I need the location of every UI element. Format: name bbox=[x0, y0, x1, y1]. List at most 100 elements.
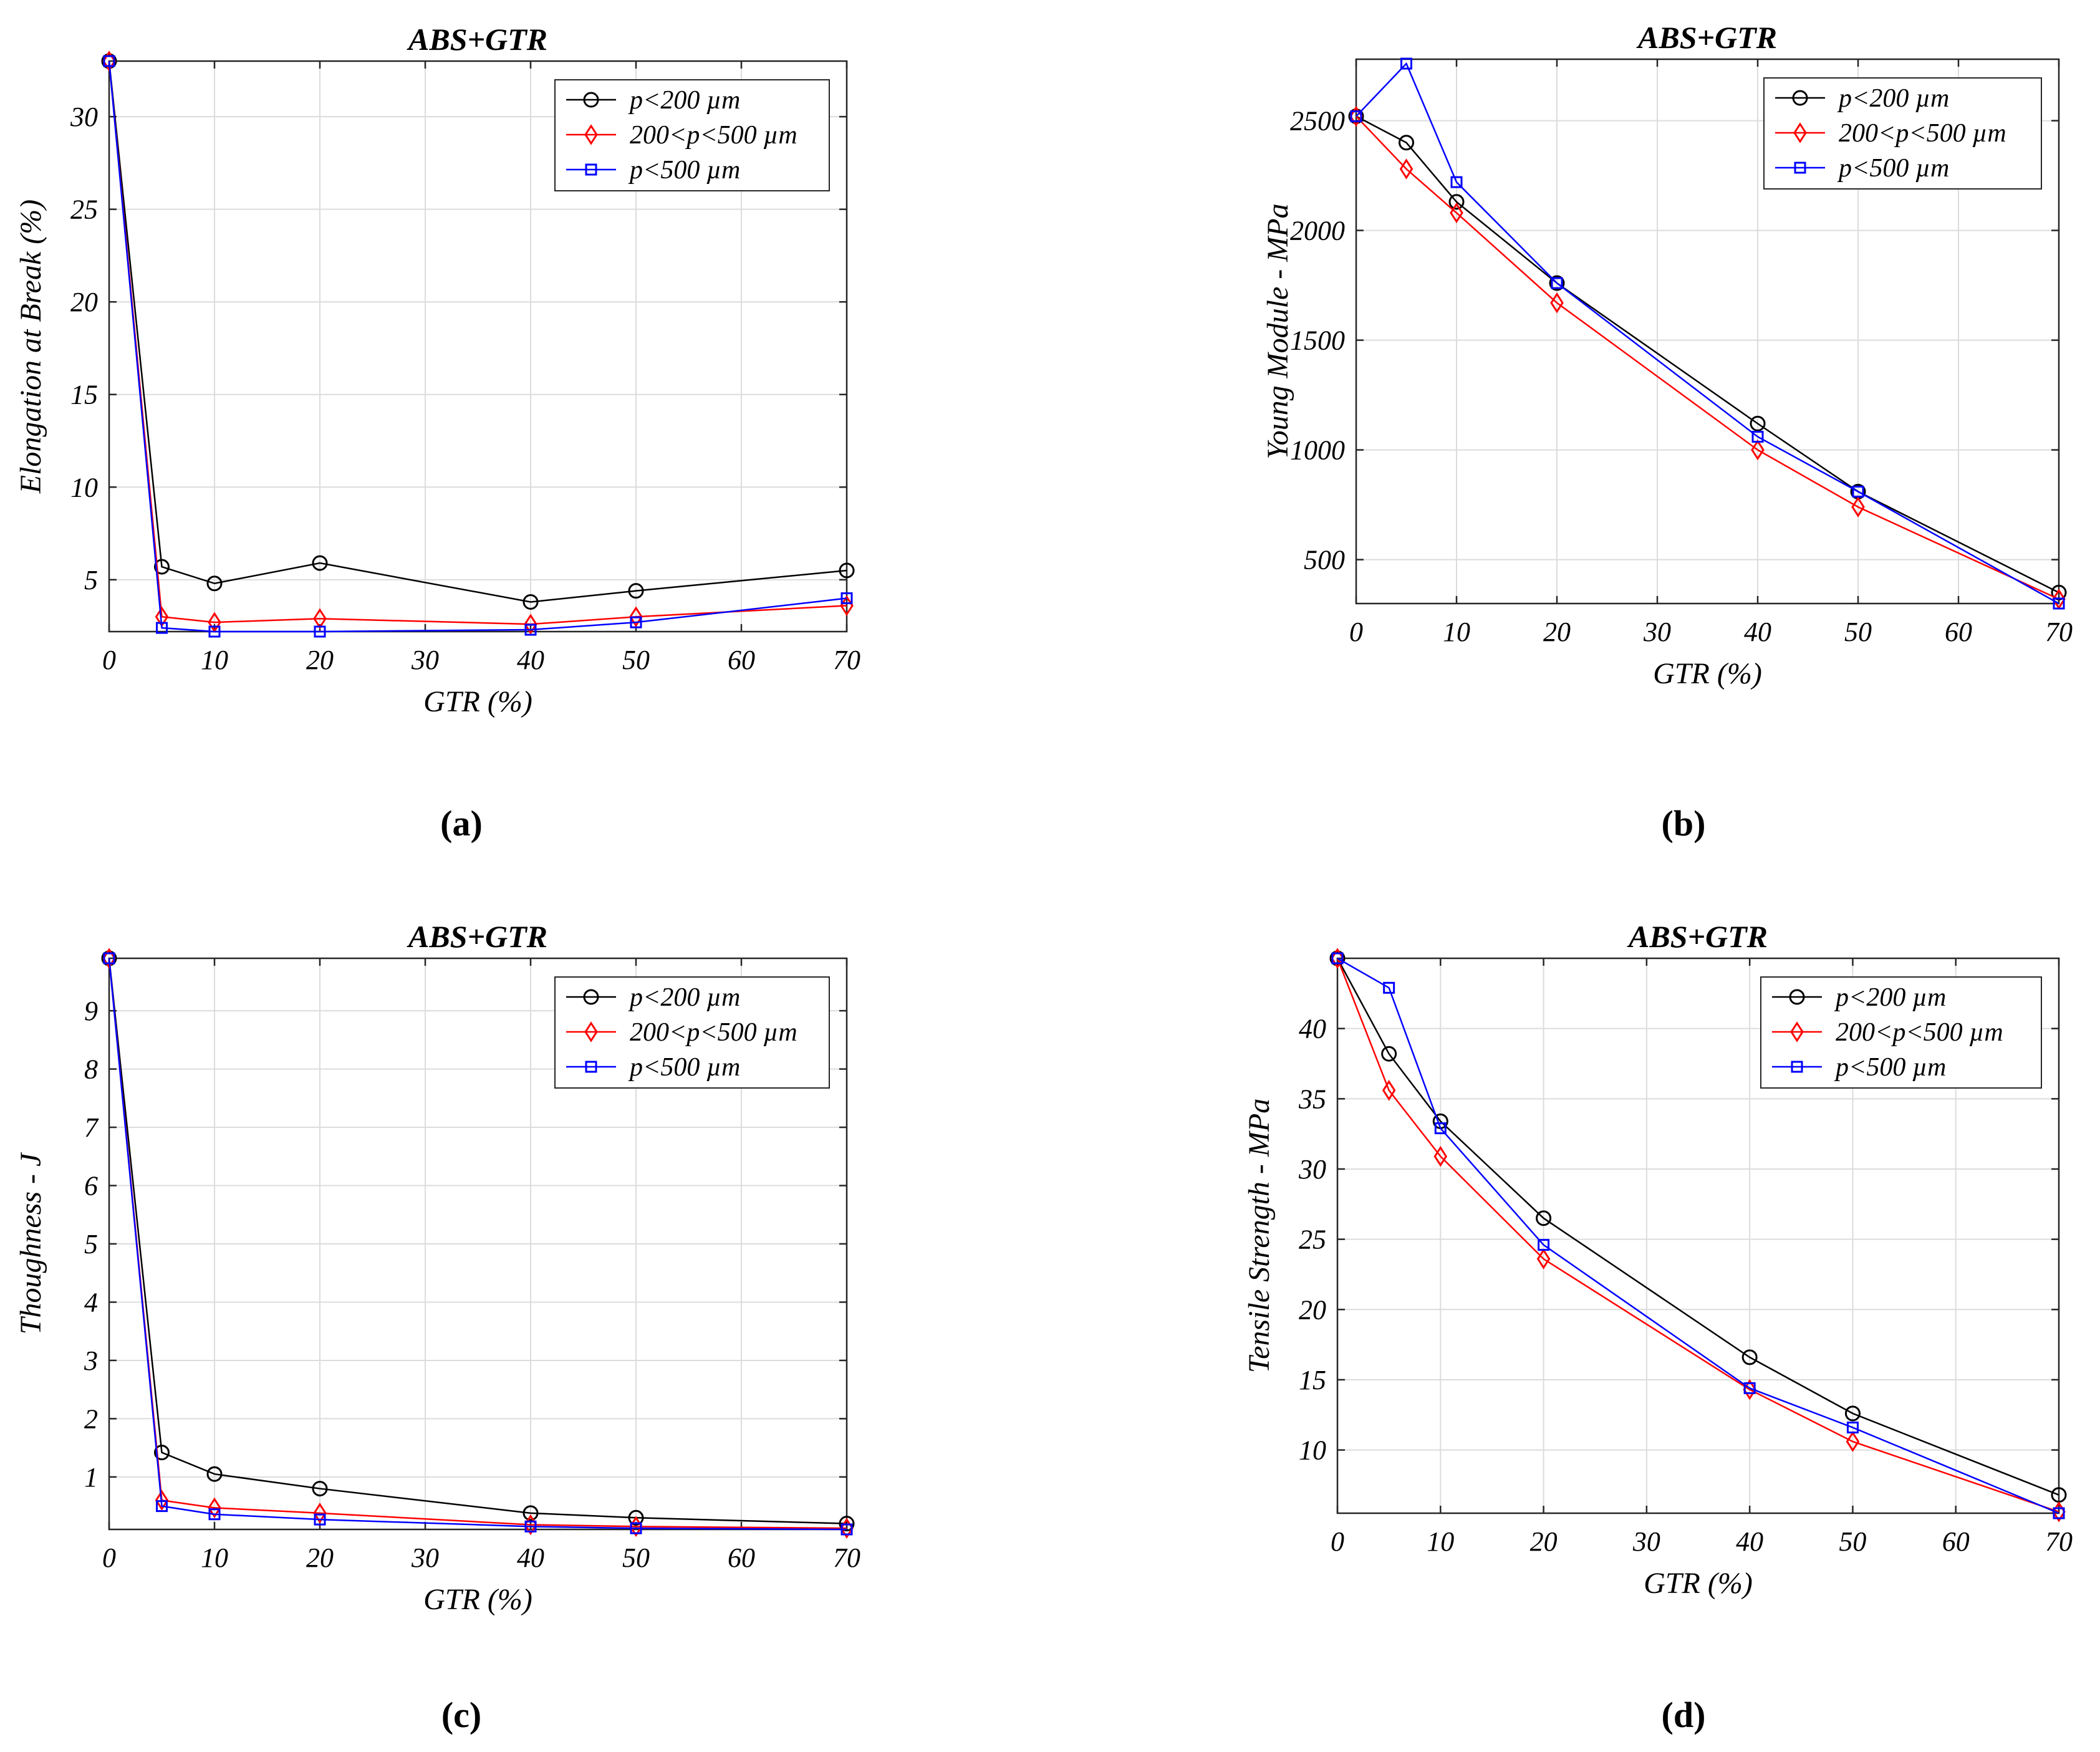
data-point bbox=[839, 1516, 855, 1532]
data-point bbox=[102, 51, 116, 72]
x-tick-label: 60 bbox=[728, 1543, 755, 1573]
x-tick-label: 0 bbox=[102, 645, 116, 675]
y-tick-label: 20 bbox=[70, 287, 98, 317]
x-axis-label: GTR (%) bbox=[423, 685, 532, 718]
x-tick-label: 20 bbox=[306, 1543, 334, 1573]
y-tick-label: 2 bbox=[84, 1403, 98, 1434]
y-tick-label: 3 bbox=[84, 1345, 98, 1376]
x-tick-label: 0 bbox=[102, 1543, 116, 1573]
x-axis-label: GTR (%) bbox=[423, 1583, 532, 1616]
legend-marker bbox=[585, 1061, 597, 1073]
y-tick-label: 6 bbox=[84, 1171, 98, 1201]
x-tick-label: 70 bbox=[833, 1543, 860, 1573]
x-tick-label: 40 bbox=[1744, 617, 1771, 647]
x-axis-label: GTR (%) bbox=[1644, 1567, 1753, 1600]
y-tick-label: 500 bbox=[1304, 545, 1345, 575]
x-tick-label: 20 bbox=[306, 645, 334, 675]
legend-marker bbox=[1794, 161, 1806, 174]
data-point bbox=[208, 1497, 221, 1519]
data-point bbox=[1550, 292, 1564, 314]
data-point bbox=[103, 952, 115, 965]
data-point bbox=[840, 592, 853, 605]
y-tick-label: 9 bbox=[84, 996, 98, 1026]
data-point bbox=[1536, 1248, 1551, 1269]
x-tick-label: 40 bbox=[517, 645, 544, 675]
chart-panel-c: 0 10 20 30 40 50 60 70 1 2 3 4 5 6 7 8 9 ABS+GTR GTR (%) Th… bbox=[14, 919, 860, 1735]
x-axis-label: GTR (%) bbox=[1653, 657, 1762, 690]
data-point bbox=[524, 1520, 537, 1533]
series-square bbox=[1331, 952, 2065, 1519]
panel-caption: (a) bbox=[440, 803, 483, 844]
x-tick-label: 20 bbox=[1543, 617, 1571, 647]
data-point bbox=[1399, 158, 1414, 180]
series-line bbox=[1356, 115, 2059, 600]
data-point bbox=[103, 55, 115, 67]
data-point bbox=[1751, 439, 1765, 461]
x-tick-label: 30 bbox=[411, 1543, 439, 1573]
x-tick-label: 40 bbox=[1736, 1526, 1763, 1557]
y-axis-label: Elongation at Break (%) bbox=[14, 200, 47, 494]
data-point bbox=[839, 562, 855, 579]
axes-box bbox=[108, 60, 848, 633]
data-point bbox=[1400, 57, 1412, 70]
legend-entry: 200<p<500 µm bbox=[1836, 1018, 2003, 1047]
data-point bbox=[206, 575, 223, 592]
y-tick-label: 35 bbox=[1298, 1084, 1326, 1114]
legend-entry: p<500 µm bbox=[1837, 154, 1949, 183]
y-tick-label: 15 bbox=[70, 380, 98, 410]
y-tick-label: 30 bbox=[1298, 1154, 1326, 1185]
legend-entry: p<200 µm bbox=[1834, 983, 1946, 1012]
chart-title: ABS+GTR bbox=[1627, 919, 1768, 954]
data-point bbox=[1743, 1379, 1756, 1400]
series-square bbox=[1350, 57, 2065, 610]
data-point bbox=[2053, 597, 2065, 610]
data-point bbox=[524, 614, 537, 635]
legend-marker bbox=[1790, 1021, 1804, 1042]
data-point bbox=[154, 559, 170, 575]
x-tick-label: 0 bbox=[1349, 617, 1363, 647]
y-tick-label: 5 bbox=[84, 565, 98, 595]
legend-entry: 200<p<500 µm bbox=[630, 121, 797, 150]
data-point bbox=[1331, 948, 1344, 969]
data-point bbox=[1750, 415, 1766, 431]
legend-marker bbox=[1793, 122, 1807, 143]
series-line bbox=[1336, 958, 2059, 1496]
y-axis-label: Young Module - MPa bbox=[1261, 203, 1294, 459]
legend-marker bbox=[1792, 90, 1808, 106]
series-line bbox=[1336, 958, 2059, 1513]
axes-box bbox=[1336, 957, 2060, 1514]
y-tick-label: 7 bbox=[84, 1112, 99, 1143]
data-point bbox=[1450, 176, 1463, 188]
series-line bbox=[1337, 957, 2059, 1514]
data-point bbox=[1551, 277, 1563, 289]
series-circle bbox=[1329, 950, 2067, 1503]
x-tick-label: 30 bbox=[411, 645, 439, 675]
legend-entry: 200<p<500 µm bbox=[630, 1018, 797, 1047]
y-tick-label: 10 bbox=[70, 472, 98, 503]
x-tick-label: 10 bbox=[201, 645, 228, 675]
x-tick-label: 60 bbox=[1945, 617, 1972, 647]
x-tick-label: 60 bbox=[1942, 1526, 1970, 1557]
data-point bbox=[1329, 950, 1346, 966]
x-tick-label: 10 bbox=[1443, 617, 1470, 647]
x-tick-label: 0 bbox=[1331, 1526, 1344, 1557]
y-tick-label: 20 bbox=[1299, 1294, 1326, 1325]
x-tick-label: 10 bbox=[201, 1543, 228, 1573]
data-point bbox=[154, 1445, 170, 1461]
data-point bbox=[523, 594, 539, 610]
data-point bbox=[313, 1503, 327, 1524]
legend-entry: p<200 µm bbox=[628, 983, 740, 1012]
y-tick-label: 30 bbox=[70, 102, 98, 132]
y-axis-label: Thoughness - J bbox=[14, 1152, 47, 1334]
data-point bbox=[630, 1522, 642, 1534]
data-point bbox=[1852, 485, 1864, 498]
chart-title: ABS+GTR bbox=[407, 22, 547, 57]
data-point bbox=[314, 625, 326, 638]
legend-entry: p<500 µm bbox=[1834, 1053, 1946, 1082]
legend-marker bbox=[1789, 989, 1805, 1005]
data-point bbox=[102, 948, 116, 969]
y-tick-label: 5 bbox=[84, 1229, 98, 1259]
x-tick-label: 50 bbox=[622, 645, 650, 675]
x-tick-label: 70 bbox=[2045, 1526, 2073, 1557]
data-point bbox=[2053, 1507, 2065, 1519]
